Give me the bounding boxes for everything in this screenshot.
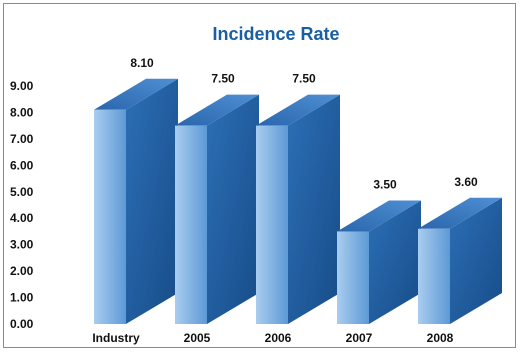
data-label: 3.60 (454, 175, 478, 189)
bar-side-face (288, 94, 340, 325)
bar-side-face (126, 78, 178, 324)
y-tick-label: 5.00 (10, 185, 34, 199)
y-tick-label: 0.00 (10, 317, 34, 331)
bar-top-face (337, 200, 421, 232)
bar-top-face (94, 78, 178, 110)
bar-series: 8.10 7.50 7.50 3.50 3.60 (94, 56, 502, 325)
x-tick-label: 2008 (427, 331, 454, 345)
y-tick-label: 7.00 (10, 132, 34, 146)
x-tick-label: 2005 (184, 331, 211, 345)
y-tick-label: 9.00 (10, 79, 34, 93)
y-tick-label: 4.00 (10, 211, 34, 225)
chart-title: Incidence Rate (212, 24, 339, 44)
bar-front-face (94, 109, 126, 324)
bar-side-face (369, 200, 421, 324)
bar-2007: 3.50 (337, 177, 421, 324)
bar-top-face (256, 94, 340, 126)
bar-side-face (450, 197, 502, 324)
bar-top-face (175, 94, 259, 126)
bar-top-face (418, 197, 502, 229)
y-axis: 0.00 1.00 2.00 3.00 4.00 5.00 6.00 7.00 8.00 9.00 (10, 79, 34, 331)
x-axis: Industry 2005 2006 2007 2008 (92, 331, 453, 345)
incidence-rate-chart: Incidence Rate 0.00 1.00 2.00 3.00 4.00 5.00 6… (10, 24, 502, 345)
bar-front-face (175, 125, 207, 325)
bar-2008: 3.60 (418, 175, 502, 324)
bar-side-face (207, 94, 259, 325)
bar-front-face (337, 231, 369, 324)
bar-industry: 8.10 (94, 56, 178, 324)
y-tick-label: 2.00 (10, 264, 34, 278)
y-tick-label: 3.00 (10, 238, 34, 252)
x-tick-label: 2006 (265, 331, 292, 345)
x-tick-label: Industry (92, 331, 140, 345)
data-label: 7.50 (292, 72, 316, 86)
bar-front-face (418, 228, 450, 324)
x-tick-label: 2007 (346, 331, 373, 345)
bar-2005: 7.50 (175, 72, 259, 325)
data-label: 3.50 (373, 177, 397, 191)
bar-front-face (256, 125, 288, 325)
y-tick-label: 1.00 (10, 291, 34, 305)
chart-frame: Incidence Rate 0.00 1.00 2.00 3.00 4.00 5.00 6… (3, 3, 516, 348)
bar-2006: 7.50 (256, 72, 340, 325)
data-label: 7.50 (211, 72, 235, 86)
y-tick-label: 8.00 (10, 105, 34, 119)
y-tick-label: 6.00 (10, 158, 34, 172)
data-label: 8.10 (130, 56, 154, 70)
